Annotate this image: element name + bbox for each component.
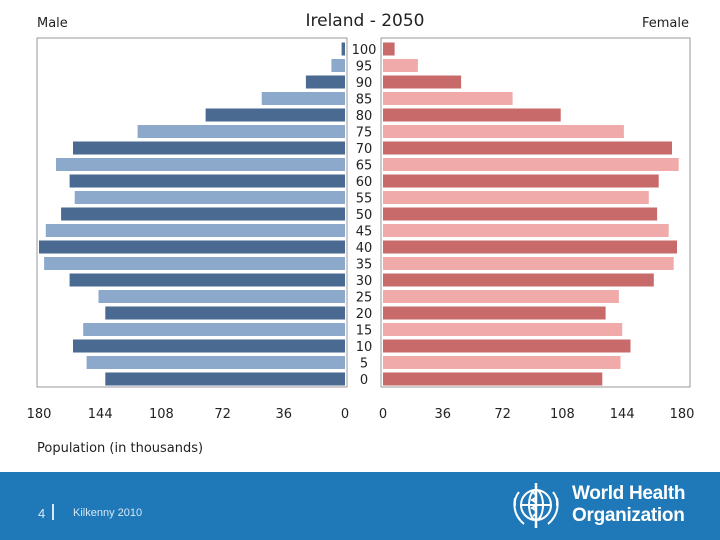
who-name-line2: Organization [572,505,685,526]
age-label-45: 45 [356,225,373,240]
age-label-0: 0 [360,373,368,388]
male-bar-age-75 [137,125,345,138]
population-pyramid-chart: Ireland - 2050 Male Female 0510152025303… [27,11,695,456]
female-bar-age-15 [383,323,623,336]
age-label-40: 40 [356,241,373,256]
male-bar-age-60 [69,174,345,188]
female-bar-age-10 [383,339,631,353]
male-bar-age-40 [39,240,345,254]
male-bar-age-20 [105,306,345,320]
x-tick-female-108: 108 [550,407,575,422]
x-tick-male-180: 180 [27,407,52,422]
x-tick-male-144: 144 [88,407,113,422]
male-bar-age-80 [205,108,345,122]
age-label-80: 80 [356,109,373,124]
male-bar-age-95 [331,59,345,72]
female-bar-age-35 [383,257,674,270]
x-axis-ticks-male: 180 144 108 72 36 0 [27,407,350,422]
female-bar-age-40 [383,240,677,254]
male-bar-age-85 [261,92,345,105]
age-label-25: 25 [356,291,373,306]
footer-text: Kilkenny 2010 [73,507,143,519]
female-bar-age-75 [383,125,624,138]
female-bars [383,42,679,386]
x-tick-male-36: 36 [276,407,293,422]
age-label-50: 50 [356,208,373,223]
female-bar-age-70 [383,141,672,155]
slide-number-divider [52,504,54,520]
age-label-15: 15 [356,324,373,339]
x-axis-label: Population (in thousands) [37,441,203,456]
chart-title: Ireland - 2050 [306,11,425,31]
female-bar-age-90 [383,75,462,89]
age-label-10: 10 [356,340,373,355]
female-bar-age-20 [383,306,606,320]
male-bar-age-45 [45,224,346,237]
female-bar-age-65 [383,158,679,171]
x-tick-female-72: 72 [494,407,511,422]
male-bar-age-35 [44,257,345,270]
male-bar-age-90 [305,75,345,89]
female-bar-age-25 [383,290,619,303]
x-tick-male-72: 72 [214,407,231,422]
footer-bar: 4 Kilkenny 2010 World Health Organizatio… [0,472,720,540]
who-name-line1: World Health [572,483,686,504]
female-bar-age-0 [383,372,603,386]
age-label-5: 5 [360,357,368,372]
male-bar-age-50 [61,207,345,221]
male-bar-age-15 [83,323,345,336]
age-label-100: 100 [352,43,377,58]
x-tick-female-180: 180 [670,407,695,422]
female-bar-age-50 [383,207,658,221]
age-label-55: 55 [356,192,373,207]
male-plot-frame [36,37,348,388]
male-bar-age-10 [73,339,345,353]
who-emblem-icon [513,483,559,528]
female-plot-frame [380,37,691,388]
age-label-60: 60 [356,175,373,190]
x-tick-female-0: 0 [379,407,387,422]
x-tick-male-0: 0 [341,407,349,422]
male-bars [39,42,346,386]
male-bar-age-65 [56,158,345,171]
male-bar-age-55 [74,191,345,204]
female-bar-age-30 [383,273,654,287]
who-organization-name: World Health Organization [572,483,686,527]
male-bar-age-5 [86,356,345,369]
male-label: Male [37,16,68,31]
age-label-20: 20 [356,307,373,322]
female-bar-age-100 [383,42,395,56]
female-bar-age-60 [383,174,659,188]
age-label-85: 85 [356,93,373,108]
x-tick-female-36: 36 [435,407,452,422]
female-bar-age-85 [383,92,513,105]
slide-number: 4 [38,506,46,521]
female-bar-age-45 [383,224,669,237]
age-label-65: 65 [356,159,373,174]
female-bar-age-55 [383,191,649,204]
male-bar-age-30 [69,273,345,287]
age-label-95: 95 [356,60,373,75]
age-label-35: 35 [356,258,373,273]
x-tick-female-144: 144 [610,407,635,422]
female-bar-age-80 [383,108,561,122]
male-bar-age-25 [98,290,345,303]
female-label: Female [642,16,689,31]
age-label-75: 75 [356,126,373,141]
female-bar-age-95 [383,59,418,72]
male-bar-age-100 [341,42,345,56]
age-label-90: 90 [356,76,373,91]
age-label-30: 30 [356,274,373,289]
female-bar-age-5 [383,356,621,369]
x-axis-ticks-female: 0 36 72 108 144 180 [379,407,695,422]
x-tick-male-108: 108 [149,407,174,422]
age-label-70: 70 [356,142,373,157]
male-bar-age-0 [105,372,345,386]
male-bar-age-70 [73,141,345,155]
